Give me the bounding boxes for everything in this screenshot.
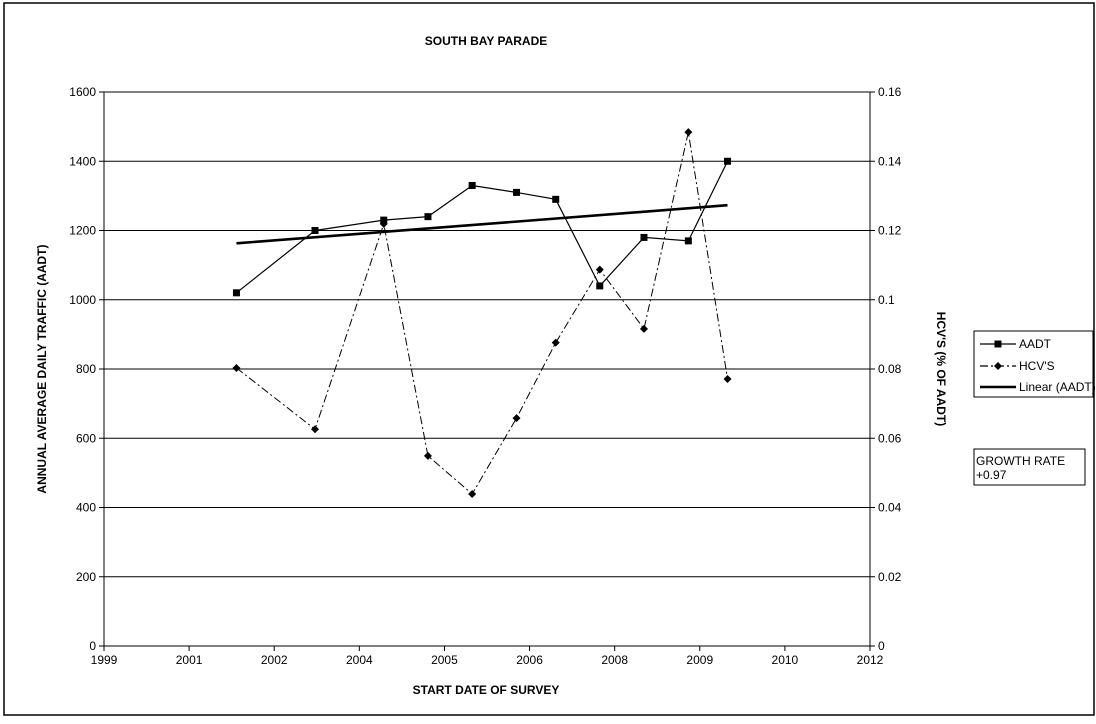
aadt-point	[513, 188, 521, 196]
x-axis-title: START DATE OF SURVEY	[413, 683, 560, 697]
legend-aadt-label: AADT	[1019, 337, 1052, 351]
x-tick-label: 2001	[176, 653, 203, 667]
aadt-point	[552, 195, 560, 203]
series-layer	[232, 128, 732, 498]
x-tick-label: 2002	[261, 653, 288, 667]
x-tick-label: 1999	[91, 653, 118, 667]
growth-rate-border	[973, 448, 1086, 486]
x-axis: 1999 2001 2002 2004 2005 2006 2008 2009 2010 2012	[91, 646, 884, 667]
aadt-point	[468, 181, 476, 189]
series-hcv-line	[236, 132, 729, 495]
legend: AADT HCV'S Linear (AADT)	[973, 330, 1096, 398]
hcv-point	[468, 489, 477, 498]
x-tick-label: 2010	[772, 653, 799, 667]
aadt-point	[311, 227, 319, 234]
y-right-tick-label: 0.1	[878, 293, 895, 307]
legend-linear-label: Linear (AADT)	[1019, 380, 1096, 394]
y-right-tick-label: 0.16	[878, 85, 902, 99]
grid	[104, 160, 870, 578]
y-right-tick-label: 0	[878, 639, 885, 653]
growth-rate-label: GROWTH RATE	[976, 454, 1065, 468]
y-right-tick-label: 0.08	[878, 362, 902, 376]
series-linear-aadt-line	[236, 203, 728, 245]
growth-rate-value: +0.97	[976, 468, 1007, 482]
hcv-point	[551, 338, 560, 347]
hcv-point	[595, 265, 604, 274]
aadt-point	[724, 157, 732, 165]
y-axis-left-title: ANNUAL AVERAGE DAILY TRAFFIC (AADT)	[35, 244, 49, 493]
hcv-point	[423, 451, 432, 460]
y-left-tick-label: 0	[89, 639, 96, 653]
y-left-tick-label: 200	[76, 570, 96, 584]
y-left-tick-label: 1200	[69, 224, 96, 238]
left-axis: 0 200 400 600 800 1000 1200 1400 1600	[69, 85, 104, 653]
hcv-point	[723, 375, 732, 384]
y-left-tick-label: 400	[76, 501, 96, 515]
hcv-point	[512, 414, 521, 423]
y-right-tick-label: 0.04	[878, 501, 902, 515]
aadt-point	[380, 216, 388, 224]
aadt-point	[424, 213, 432, 221]
x-tick-label: 2012	[857, 653, 884, 667]
y-right-tick-label: 0.14	[878, 154, 902, 168]
aadt-point	[596, 282, 604, 290]
legend-hcv-label: HCV'S	[1019, 359, 1055, 373]
y-right-tick-label: 0.12	[878, 224, 902, 238]
y-right-tick-label: 0.02	[878, 570, 902, 584]
legend-hcv-marker	[994, 362, 1002, 370]
chart-title: SOUTH BAY PARADE	[425, 34, 547, 48]
x-tick-label: 2008	[601, 653, 628, 667]
x-tick-label: 2006	[516, 653, 543, 667]
hcv-point	[639, 324, 648, 333]
aadt-point	[684, 237, 692, 245]
aadt-point	[640, 233, 648, 241]
x-tick-label: 2004	[346, 653, 373, 667]
right-axis: 0 0.02 0.04 0.06 0.08 0.1 0.12 0.14 0.16	[870, 85, 902, 653]
legend-aadt-marker	[994, 340, 1002, 348]
hcv-point	[684, 128, 693, 137]
growth-rate-box: GROWTH RATE +0.97	[973, 448, 1086, 486]
x-tick-label: 2009	[686, 653, 713, 667]
hcv-point	[232, 363, 241, 372]
y-left-tick-label: 800	[76, 362, 96, 376]
x-tick-label: 2005	[431, 653, 458, 667]
y-axis-right-title: HCV'S (% OF AADT)	[934, 312, 948, 426]
y-left-tick-label: 1600	[69, 85, 96, 99]
aadt-point	[232, 289, 240, 297]
y-left-tick-label: 1400	[69, 154, 96, 168]
y-left-tick-label: 1000	[69, 293, 96, 307]
hcv-point	[311, 425, 320, 434]
y-left-tick-label: 600	[76, 431, 96, 445]
y-right-tick-label: 0.06	[878, 431, 902, 445]
